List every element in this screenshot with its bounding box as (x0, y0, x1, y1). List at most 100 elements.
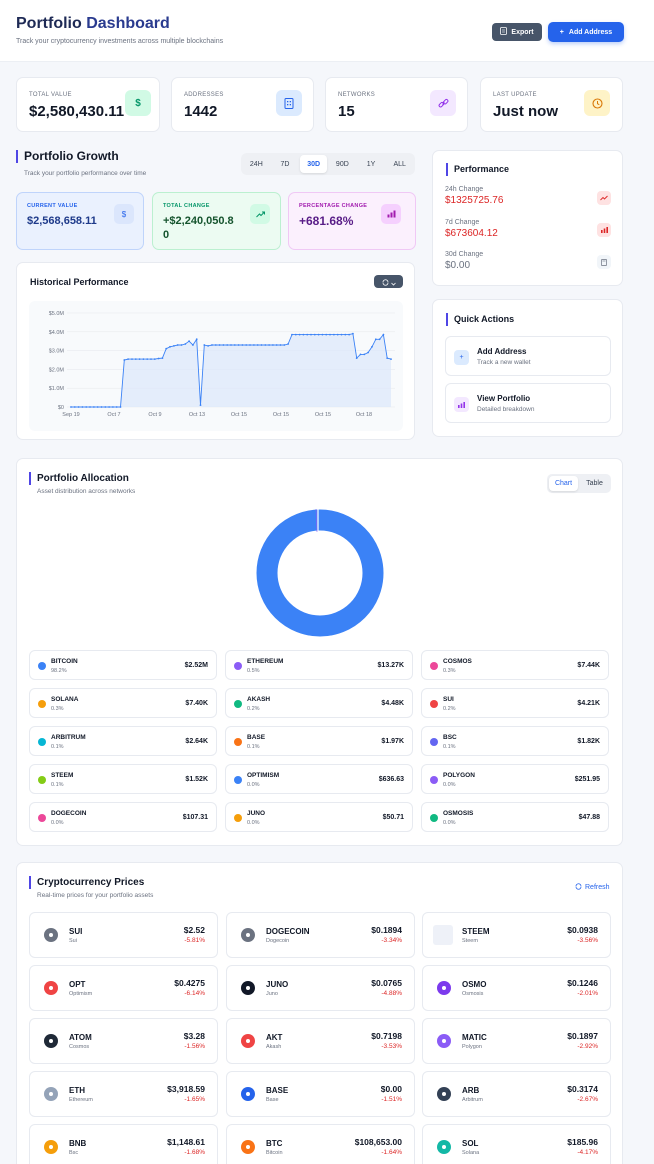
price-card-atom[interactable]: ATOM Cosmos $3.28 -1.56% (29, 1018, 218, 1064)
range-30d[interactable]: 30D (300, 155, 328, 173)
data-point[interactable] (241, 344, 244, 346)
data-point[interactable] (272, 344, 274, 346)
data-point[interactable] (279, 344, 282, 346)
data-point[interactable] (146, 358, 149, 360)
data-point[interactable] (81, 406, 84, 408)
data-point[interactable] (199, 404, 202, 406)
export-button[interactable]: Export (492, 23, 542, 41)
data-point[interactable] (237, 344, 240, 346)
data-point[interactable] (310, 333, 312, 336)
price-card-dogecoin[interactable]: DOGECOIN Dogecoin $0.1894 -3.34% (226, 912, 415, 958)
data-point[interactable] (165, 347, 168, 350)
data-point[interactable] (93, 406, 95, 408)
data-point[interactable] (317, 333, 320, 336)
data-point[interactable] (153, 358, 156, 360)
price-card-opt[interactable]: OPT Optimism $0.4275 -6.14% (29, 965, 218, 1011)
price-card-arb[interactable]: ARB Arbitrum $0.3174 -2.67% (422, 1071, 611, 1117)
range-1y[interactable]: 1Y (366, 160, 376, 168)
data-point[interactable] (173, 345, 175, 347)
data-point[interactable] (203, 344, 206, 346)
data-point[interactable] (157, 357, 160, 360)
data-point[interactable] (180, 344, 183, 346)
chart-options-button[interactable] (374, 275, 403, 288)
data-point[interactable] (134, 358, 137, 360)
data-point[interactable] (192, 344, 194, 346)
data-point[interactable] (302, 333, 305, 336)
data-point[interactable] (138, 358, 141, 360)
data-point[interactable] (264, 344, 267, 346)
range-all[interactable]: ALL (393, 160, 406, 168)
add-address-button[interactable]: + Add Address (548, 22, 624, 42)
data-point[interactable] (96, 406, 99, 408)
data-point[interactable] (374, 338, 377, 341)
data-point[interactable] (298, 333, 301, 336)
price-card-eth[interactable]: ETH Ethereum $3,918.59 -1.65% (29, 1071, 218, 1117)
data-point[interactable] (184, 343, 187, 345)
price-card-akt[interactable]: AKT Akash $0.7198 -3.53% (226, 1018, 415, 1064)
data-point[interactable] (115, 406, 118, 408)
data-point[interactable] (207, 345, 210, 347)
data-point[interactable] (127, 358, 129, 360)
data-point[interactable] (195, 338, 198, 341)
data-point[interactable] (249, 344, 251, 346)
price-card-juno[interactable]: JUNO Juno $0.0765 -4.88% (226, 965, 415, 1011)
quick-action-add-address[interactable]: + Add Address Track a new wallet (445, 336, 611, 376)
data-point[interactable] (313, 333, 316, 336)
data-point[interactable] (176, 344, 179, 346)
view-table-tab[interactable]: Table (586, 480, 603, 487)
data-point[interactable] (260, 344, 263, 346)
data-point[interactable] (214, 344, 217, 346)
data-point[interactable] (131, 358, 133, 360)
data-point[interactable] (119, 406, 122, 408)
range-24h[interactable]: 24H (249, 160, 263, 168)
data-point[interactable] (340, 333, 343, 336)
view-chart-tab[interactable]: Chart (549, 476, 578, 491)
data-point[interactable] (100, 406, 103, 408)
data-point[interactable] (256, 344, 259, 346)
data-point[interactable] (321, 333, 324, 336)
data-point[interactable] (108, 406, 110, 408)
data-point[interactable] (253, 344, 255, 346)
quick-action-view-portfolio[interactable]: View Portfolio Detailed breakdown (445, 383, 611, 423)
data-point[interactable] (211, 344, 213, 346)
data-point[interactable] (287, 343, 289, 345)
data-point[interactable] (142, 358, 145, 360)
data-point[interactable] (89, 406, 91, 408)
data-point[interactable] (230, 344, 232, 346)
data-point[interactable] (378, 338, 381, 341)
price-card-sol[interactable]: SOL Solana $185.96 -4.17% (422, 1124, 611, 1164)
price-card-bnb[interactable]: BNB Bsc $1,148.61 -1.68% (29, 1124, 218, 1164)
data-point[interactable] (333, 333, 335, 336)
range-7d[interactable]: 7D (280, 160, 290, 168)
data-point[interactable] (390, 358, 392, 360)
data-point[interactable] (348, 333, 350, 336)
data-point[interactable] (325, 333, 328, 336)
data-point[interactable] (123, 359, 126, 361)
data-point[interactable] (161, 357, 164, 359)
data-point[interactable] (112, 406, 114, 408)
data-point[interactable] (306, 333, 309, 336)
data-point[interactable] (363, 353, 366, 356)
data-point[interactable] (188, 340, 191, 343)
price-card-base[interactable]: BASE Base $0.00 -1.51% (226, 1071, 415, 1117)
data-point[interactable] (371, 345, 373, 348)
refresh-button[interactable]: Refresh (575, 883, 610, 892)
data-point[interactable] (355, 357, 358, 359)
data-point[interactable] (222, 344, 225, 346)
data-point[interactable] (294, 333, 297, 336)
data-point[interactable] (104, 406, 107, 408)
data-point[interactable] (367, 351, 369, 354)
data-point[interactable] (70, 406, 72, 408)
data-point[interactable] (329, 333, 331, 336)
price-card-sui[interactable]: SUI Sui $2.52 -5.81% (29, 912, 218, 958)
data-point[interactable] (150, 358, 152, 360)
data-point[interactable] (218, 344, 221, 346)
data-point[interactable] (226, 344, 229, 346)
price-card-steem[interactable]: STEEM Steem $0.0938 -3.56% (422, 912, 611, 958)
price-card-matic[interactable]: MATIC Polygon $0.1897 -2.92% (422, 1018, 611, 1064)
data-point[interactable] (283, 344, 286, 346)
data-point[interactable] (336, 333, 339, 336)
price-card-btc[interactable]: BTC Bitcoin $108,653.00 -1.64% (226, 1124, 415, 1164)
data-point[interactable] (275, 344, 278, 346)
data-point[interactable] (386, 357, 389, 359)
